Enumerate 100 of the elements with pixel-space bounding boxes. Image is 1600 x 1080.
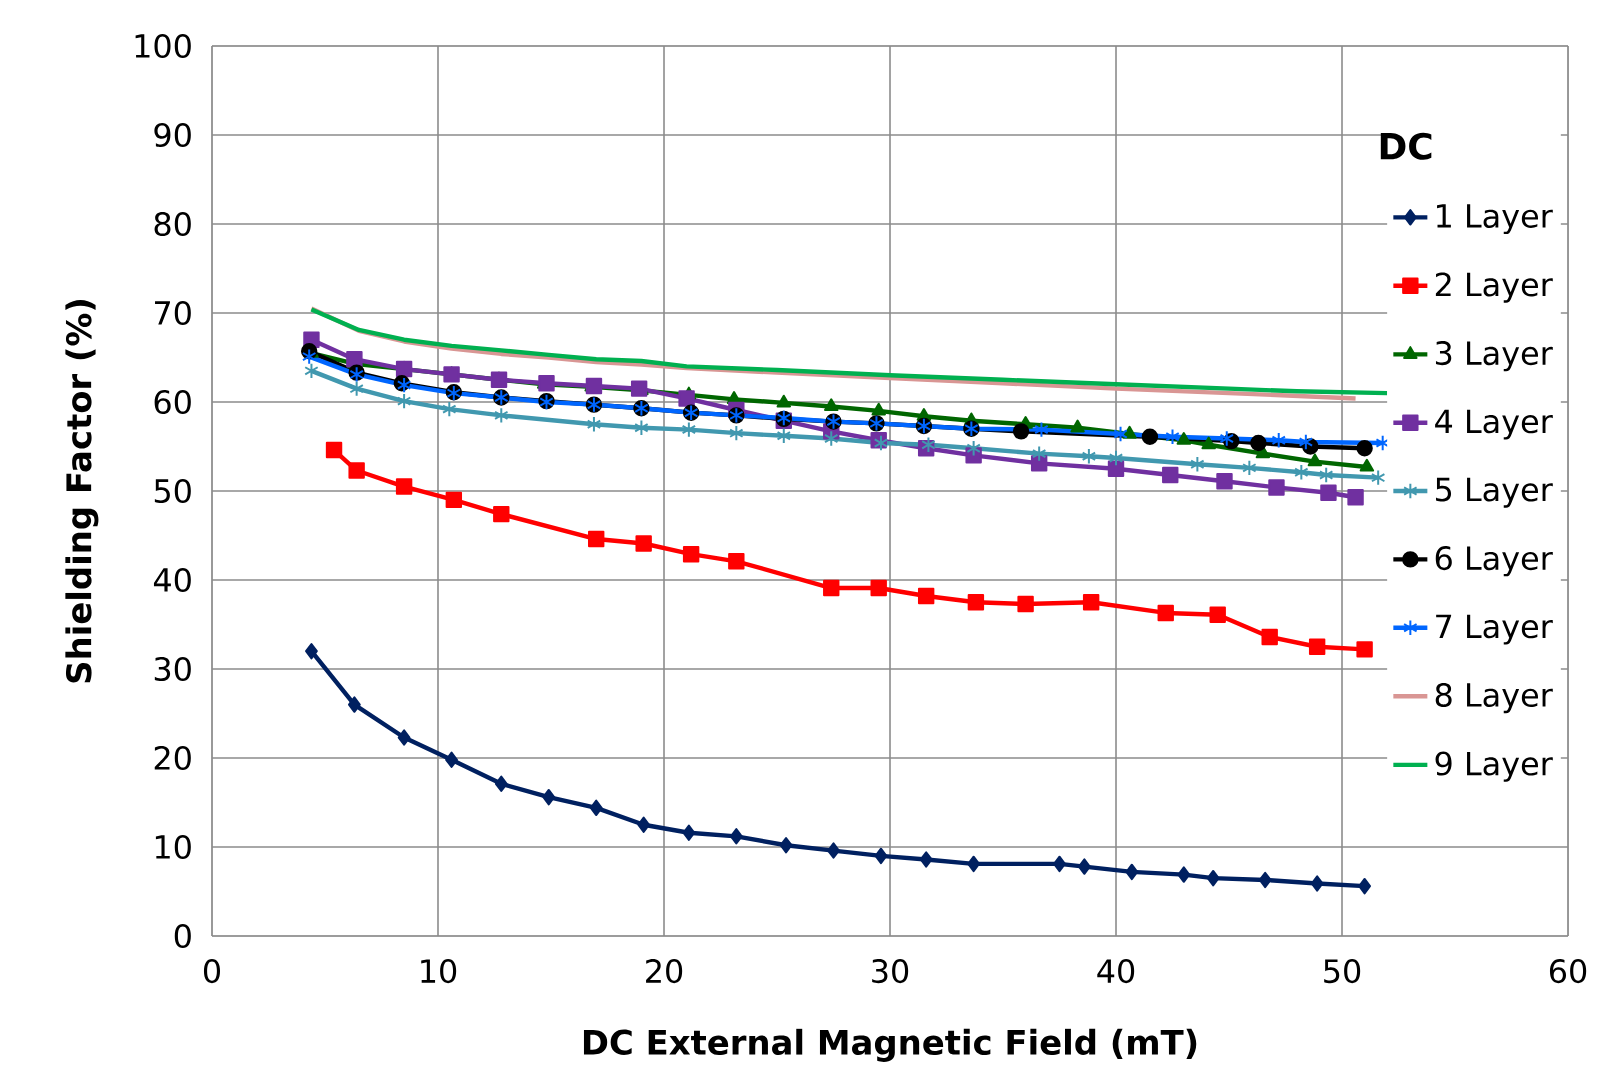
point: [637, 816, 651, 833]
point: [870, 579, 887, 597]
point: [1271, 432, 1286, 449]
point: [1107, 460, 1125, 477]
point: [1358, 877, 1372, 895]
point: [1310, 875, 1324, 892]
point: [395, 478, 413, 495]
legend-label: 1 Layer: [1437, 204, 1553, 235]
point: [304, 362, 319, 380]
y-tick-label: 40: [153, 567, 191, 593]
point: [682, 824, 696, 841]
point: [1162, 466, 1179, 484]
point: [1034, 421, 1049, 438]
y-tick-label: 70: [155, 300, 191, 326]
point: [1307, 453, 1323, 467]
point: [586, 416, 602, 433]
legend-label: 5 Layer: [1436, 477, 1553, 508]
x-tick-label: 40: [1097, 959, 1135, 984]
legend-label: 2 Layer: [1435, 272, 1553, 303]
point: [967, 594, 985, 611]
point: [395, 360, 413, 378]
point: [871, 402, 886, 416]
point: [634, 419, 649, 437]
point: [728, 553, 745, 570]
point: [682, 545, 700, 563]
point: [1012, 423, 1030, 440]
point: [442, 400, 457, 418]
point: [824, 398, 839, 412]
point: [1294, 464, 1309, 481]
point: [1219, 430, 1234, 447]
x-tick-label: 50: [1324, 959, 1361, 984]
y-axis-title: Shielding Factor (%): [65, 300, 99, 683]
point: [776, 394, 792, 408]
point: [874, 847, 888, 865]
y-tick-label: 90: [154, 122, 191, 148]
point: [1082, 594, 1100, 611]
point: [1216, 473, 1233, 490]
point: [823, 579, 840, 597]
x-tick-label: 0: [203, 959, 221, 984]
legend-label: 3 Layer: [1435, 341, 1553, 372]
y-tick-label: 60: [154, 389, 191, 415]
point: [729, 828, 743, 845]
point: [347, 696, 361, 713]
x-axis-title: DC External Magnetic Field (mT): [583, 1028, 1197, 1062]
y-tick-label: 50: [154, 478, 191, 504]
y-tick-label: 20: [154, 745, 191, 771]
legend-label: 4 Layer: [1435, 409, 1553, 440]
point: [542, 788, 556, 806]
point: [325, 441, 343, 459]
point: [1165, 428, 1180, 445]
point: [1370, 469, 1386, 486]
y-tick-label: 0: [174, 923, 191, 949]
legend-title: DC: [1380, 132, 1432, 160]
point: [776, 427, 792, 445]
point: [1356, 440, 1373, 457]
point: [1157, 604, 1174, 622]
point: [1308, 638, 1326, 655]
point: [681, 421, 697, 438]
point: [921, 436, 936, 453]
point: [919, 851, 933, 868]
point: [1017, 595, 1034, 613]
point: [301, 348, 317, 365]
point: [1206, 869, 1220, 887]
point: [729, 424, 744, 442]
point: [824, 430, 839, 447]
point: [1031, 445, 1047, 462]
point: [678, 390, 695, 407]
point: [305, 643, 318, 660]
point: [396, 392, 412, 410]
point: [1318, 466, 1334, 484]
legend-label: 7 Layer: [1436, 614, 1553, 645]
point: [967, 855, 981, 873]
point: [1077, 858, 1091, 875]
point: [1250, 434, 1267, 452]
point: [1347, 489, 1364, 506]
point: [1125, 863, 1139, 881]
point: [1298, 433, 1314, 451]
point: [1320, 484, 1337, 501]
point: [445, 751, 458, 768]
point: [635, 535, 652, 552]
point: [443, 366, 460, 383]
point: [1356, 641, 1373, 658]
point: [1261, 628, 1278, 646]
point: [1030, 455, 1048, 472]
point: [1070, 419, 1085, 433]
legend-label: 6 Layer: [1435, 546, 1553, 577]
point: [917, 587, 935, 605]
point: [1108, 449, 1124, 467]
point: [585, 377, 603, 395]
point: [1141, 428, 1159, 445]
x-tick-label: 30: [872, 959, 909, 984]
point: [346, 351, 363, 368]
point: [1113, 425, 1128, 443]
point: [397, 729, 411, 746]
point: [588, 530, 605, 548]
point: [1258, 871, 1272, 889]
point: [630, 380, 648, 397]
point: [1053, 855, 1066, 873]
point: [494, 775, 508, 793]
point: [1177, 866, 1191, 883]
